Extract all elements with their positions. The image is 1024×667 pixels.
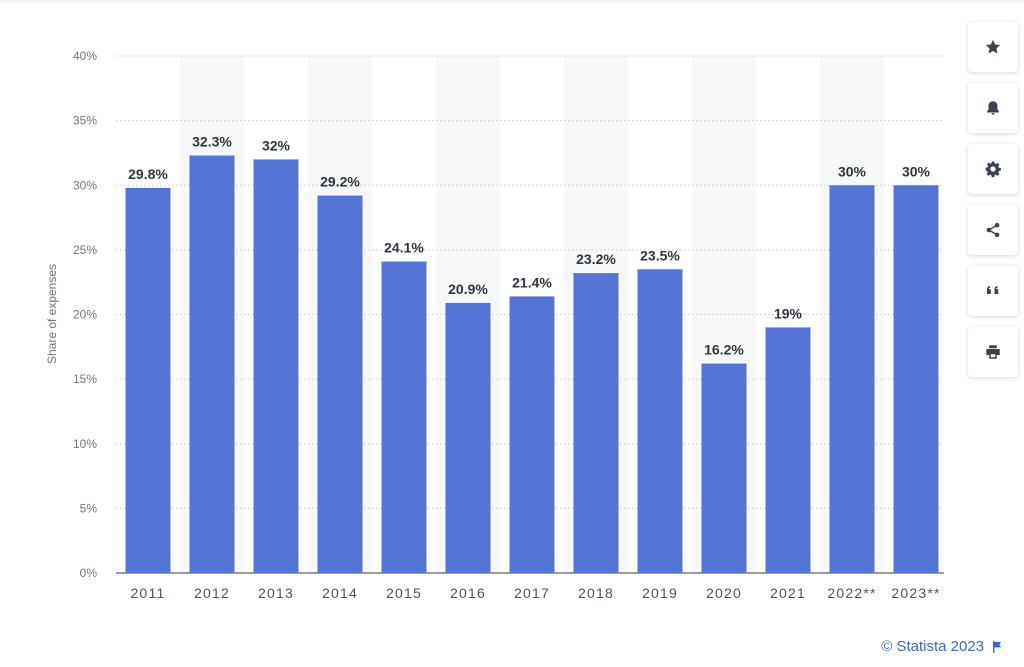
share-icon — [986, 222, 1000, 238]
y-tick-label: 10% — [73, 437, 97, 451]
x-tick-label: 2016 — [450, 585, 486, 601]
x-tick-label: 2017 — [514, 585, 550, 601]
data-label: 21.4% — [512, 274, 552, 290]
data-label: 23.5% — [640, 247, 680, 263]
y-tick-label: 35% — [73, 114, 97, 128]
settings-button[interactable] — [968, 144, 1018, 194]
data-label: 23.2% — [576, 251, 616, 267]
bar — [893, 185, 939, 573]
bar — [381, 261, 427, 573]
data-label: 29.2% — [320, 174, 360, 190]
bar — [637, 269, 683, 573]
x-tick-label: 2014 — [322, 585, 358, 601]
x-tick-label: 2022** — [827, 585, 876, 601]
x-tick-label: 2013 — [258, 585, 294, 601]
data-label: 29.8% — [128, 166, 168, 182]
data-label: 30% — [902, 163, 931, 179]
bar — [317, 195, 363, 573]
x-tick-label: 2011 — [131, 585, 166, 601]
bell-icon — [987, 101, 999, 115]
bar — [253, 159, 299, 573]
y-tick-label: 15% — [73, 372, 97, 386]
credit-text[interactable]: © Statista 2023 — [881, 638, 984, 655]
chart-toolbar — [968, 22, 1020, 377]
print-icon — [986, 345, 1000, 359]
bar — [445, 302, 491, 573]
star-icon — [985, 39, 1001, 54]
share-button[interactable] — [968, 205, 1018, 255]
bar-chart: 0% 5% 10% 15% 20% 25% 30% 35% 40% 29.8% 2011 32.3% 2… — [45, 49, 944, 601]
x-tick-label: 2015 — [386, 585, 422, 601]
print-button[interactable] — [968, 327, 1018, 377]
bar — [701, 363, 747, 573]
bar — [189, 155, 235, 573]
top-border — [0, 0, 1024, 3]
y-axis-title: Share of expenses — [45, 264, 59, 364]
gear-icon — [985, 161, 1001, 178]
y-tick-label: 0% — [80, 566, 98, 580]
y-tick-label: 25% — [73, 243, 97, 257]
data-label: 16.2% — [704, 342, 744, 358]
favorite-button[interactable] — [968, 22, 1018, 72]
data-label: 30% — [838, 163, 867, 179]
y-tick-label: 30% — [73, 178, 97, 192]
data-label: 32.3% — [192, 134, 232, 150]
data-label: 24.1% — [384, 240, 424, 256]
y-tick-label: 20% — [73, 308, 97, 322]
flag-icon[interactable] — [992, 640, 1002, 653]
x-tick-label: 2020 — [706, 585, 742, 601]
bar — [765, 327, 811, 573]
quote-icon — [987, 285, 999, 294]
data-label: 32% — [262, 137, 291, 153]
bar — [573, 273, 619, 573]
data-label: 19% — [774, 305, 803, 321]
cite-button[interactable] — [968, 266, 1018, 316]
x-tick-label: 2012 — [194, 585, 230, 601]
bar — [125, 187, 171, 573]
bar — [509, 296, 555, 573]
notification-button[interactable] — [968, 83, 1018, 133]
x-tick-label: 2019 — [642, 585, 678, 601]
x-tick-label: 2021 — [770, 585, 806, 601]
data-label: 20.9% — [448, 281, 488, 297]
y-tick-label: 5% — [80, 501, 98, 515]
credit[interactable]: © Statista 2023 — [881, 638, 1002, 655]
bar — [829, 185, 875, 573]
y-tick-label: 40% — [73, 49, 97, 63]
x-tick-label: 2018 — [578, 585, 614, 601]
x-tick-label: 2023** — [891, 585, 940, 601]
